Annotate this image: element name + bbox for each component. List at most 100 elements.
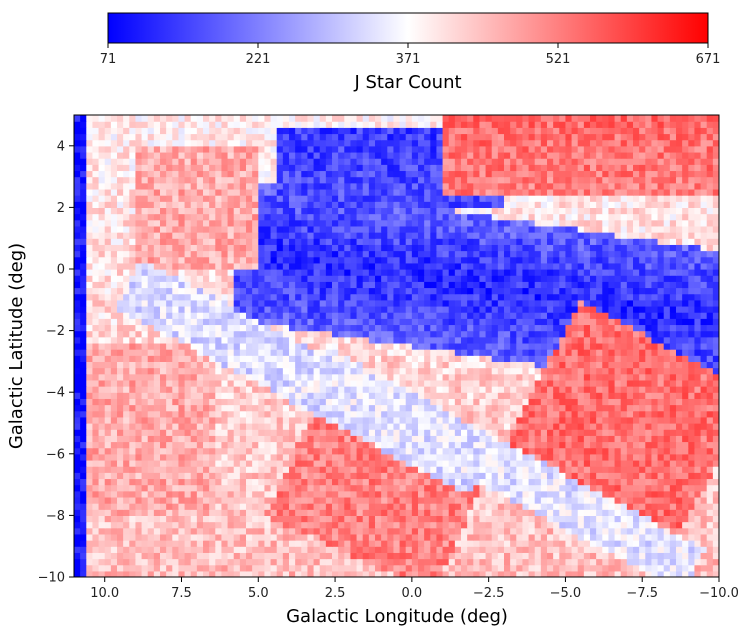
heatmap-cell (215, 478, 223, 486)
heatmap-cell (160, 312, 167, 319)
heatmap-cell (209, 312, 216, 319)
heatmap-cell (135, 527, 143, 535)
heatmap-cell (282, 441, 290, 449)
heatmap-cell (663, 386, 671, 393)
heatmap-cell (190, 355, 198, 362)
heatmap-cell (153, 287, 161, 295)
heatmap-cell (712, 552, 719, 560)
heatmap-cell (430, 496, 438, 504)
heatmap-cell (153, 435, 161, 443)
heatmap-cell (553, 429, 560, 436)
heatmap-cell (362, 546, 370, 553)
heatmap-cell (387, 484, 395, 492)
heatmap-cell (123, 429, 130, 436)
heatmap-cell (338, 349, 345, 356)
heatmap-cell (147, 367, 155, 375)
heatmap-cell (626, 441, 634, 449)
heatmap-cell (344, 509, 352, 516)
heatmap-cell (534, 472, 542, 480)
heatmap-cell (639, 564, 646, 572)
heatmap-cell (239, 533, 247, 541)
heatmap-cell (399, 472, 407, 480)
heatmap-cell (620, 466, 628, 473)
heatmap-cell (626, 361, 634, 369)
heatmap-cell (676, 552, 683, 560)
heatmap-cell (356, 472, 364, 480)
heatmap-cell (387, 318, 395, 326)
heatmap-cell (147, 496, 155, 504)
heatmap-cell (307, 398, 315, 406)
heatmap-cell (307, 305, 315, 313)
heatmap-cell (559, 447, 567, 455)
heatmap-cell (706, 342, 714, 350)
heatmap-cell (190, 287, 198, 295)
heatmap-cell (442, 305, 450, 313)
heatmap-cell (614, 478, 622, 486)
heatmap-cell (540, 466, 548, 473)
heatmap-cell (547, 293, 554, 301)
heatmap-cell (436, 521, 444, 529)
heatmap-cell (491, 515, 499, 523)
heatmap-cell (129, 466, 137, 473)
heatmap-cell (504, 570, 511, 577)
heatmap-cell (209, 410, 216, 418)
heatmap-cell (430, 423, 438, 430)
heatmap-cell (92, 410, 100, 418)
heatmap-cell (676, 287, 683, 295)
heatmap-cell (626, 324, 634, 332)
heatmap-cell (313, 540, 321, 547)
heatmap-cell (418, 484, 425, 492)
heatmap-cell (565, 441, 573, 449)
heatmap-cell (651, 527, 659, 535)
heatmap-cell (246, 287, 253, 295)
heatmap-cell (688, 367, 696, 375)
heatmap-cell (596, 435, 603, 443)
heatmap-cell (375, 564, 382, 572)
heatmap-cell (448, 459, 456, 467)
heatmap-cell (252, 521, 259, 529)
heatmap-cell (547, 496, 554, 504)
heatmap-cell (319, 515, 327, 523)
heatmap-cell (688, 558, 696, 566)
heatmap-cell (473, 435, 481, 443)
heatmap-cell (614, 466, 622, 473)
heatmap-cell (98, 558, 106, 566)
heatmap-cell (614, 441, 622, 449)
heatmap-cell (362, 293, 370, 301)
heatmap-cell (393, 373, 401, 381)
heatmap-cell (534, 336, 542, 344)
heatmap-cell (123, 466, 130, 473)
heatmap-cell (319, 546, 327, 553)
heatmap-cell (712, 293, 719, 301)
heatmap-cell (104, 361, 112, 369)
heatmap-cell (467, 521, 474, 529)
heatmap-cell (411, 361, 419, 369)
heatmap-cell (547, 478, 554, 486)
heatmap-cell (289, 533, 296, 541)
heatmap-cell (528, 416, 536, 424)
heatmap-cell (712, 466, 719, 473)
heatmap-cell (639, 299, 646, 307)
heatmap-cell (166, 447, 173, 455)
heatmap-cell (110, 293, 118, 301)
heatmap-cell (590, 336, 597, 344)
heatmap-cell (160, 404, 167, 412)
heatmap-cell (491, 496, 499, 504)
heatmap-cell (252, 416, 259, 424)
heatmap-cell (405, 441, 413, 449)
heatmap-cell (645, 503, 653, 510)
heatmap-cell (319, 398, 327, 406)
heatmap-cell (135, 386, 143, 393)
heatmap-cell (479, 312, 487, 319)
heatmap-cell (86, 416, 94, 424)
heatmap-cell (172, 459, 180, 467)
heatmap-cell (614, 552, 622, 560)
heatmap-cell (233, 416, 241, 424)
heatmap-cell (639, 293, 646, 301)
heatmap-cell (522, 361, 530, 369)
heatmap-cell (301, 398, 309, 406)
heatmap-cell (633, 349, 640, 356)
heatmap-cell (676, 361, 683, 369)
heatmap-cell (80, 410, 87, 418)
heatmap-cell (362, 361, 370, 369)
